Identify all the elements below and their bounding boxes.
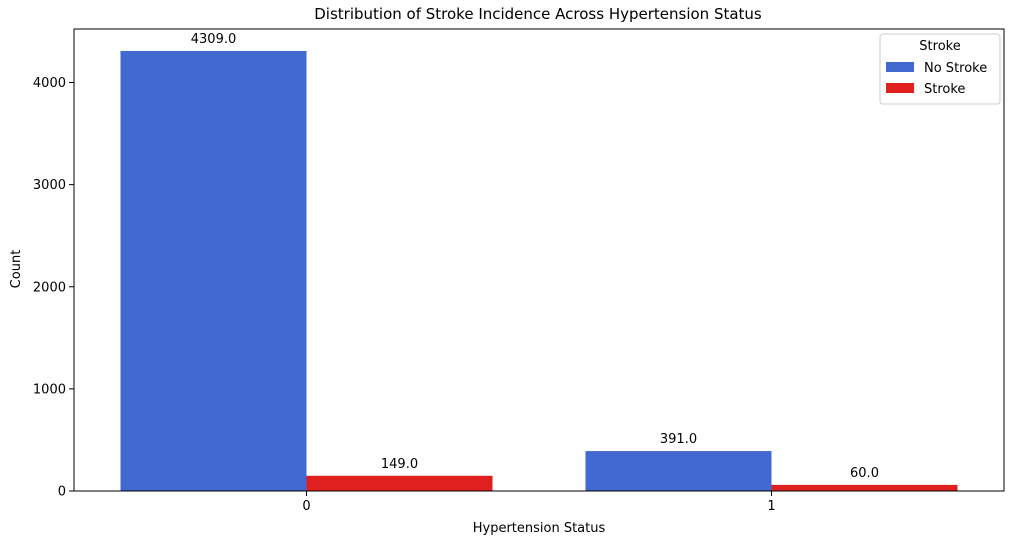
bar-no-stroke-1 [585,451,772,491]
y-tick-label: 0 [58,485,66,500]
y-tick-label: 2000 [33,280,66,295]
bar-stroke-0 [306,475,493,491]
legend-items: No Stroke Stroke [886,61,987,97]
y-tick-label: 3000 [33,178,66,193]
plot-frame [73,28,1005,492]
y-axis-title: Count [9,250,24,289]
legend-swatch-stroke [886,83,914,93]
bar-value-label: 149.0 [381,457,418,472]
x-tick-label: 0 [302,499,310,514]
bar-no-stroke-0 [120,50,307,492]
legend-title: Stroke [919,39,960,54]
bar-stroke-1 [771,484,958,491]
legend-label: No Stroke [924,61,987,76]
plot-area: 4309.0 149.0 0 391.0 60.0 1 0 1000 2000 3000 4000 [33,28,1005,514]
legend-label: Stroke [924,82,965,97]
y-tick-label: 1000 [33,382,66,397]
chart-title: Distribution of Stroke Incidence Across … [314,5,762,23]
bar-value-label: 4309.0 [191,32,237,47]
legend-swatch-no-stroke [886,62,914,72]
legend: Stroke No Stroke Stroke [879,33,1001,105]
bar-value-label: 391.0 [660,432,697,447]
bar-value-label: 60.0 [850,466,879,481]
x-tick-label: 1 [767,499,775,514]
x-axis-title: Hypertension Status [473,521,606,536]
y-tick-label: 4000 [33,76,66,91]
